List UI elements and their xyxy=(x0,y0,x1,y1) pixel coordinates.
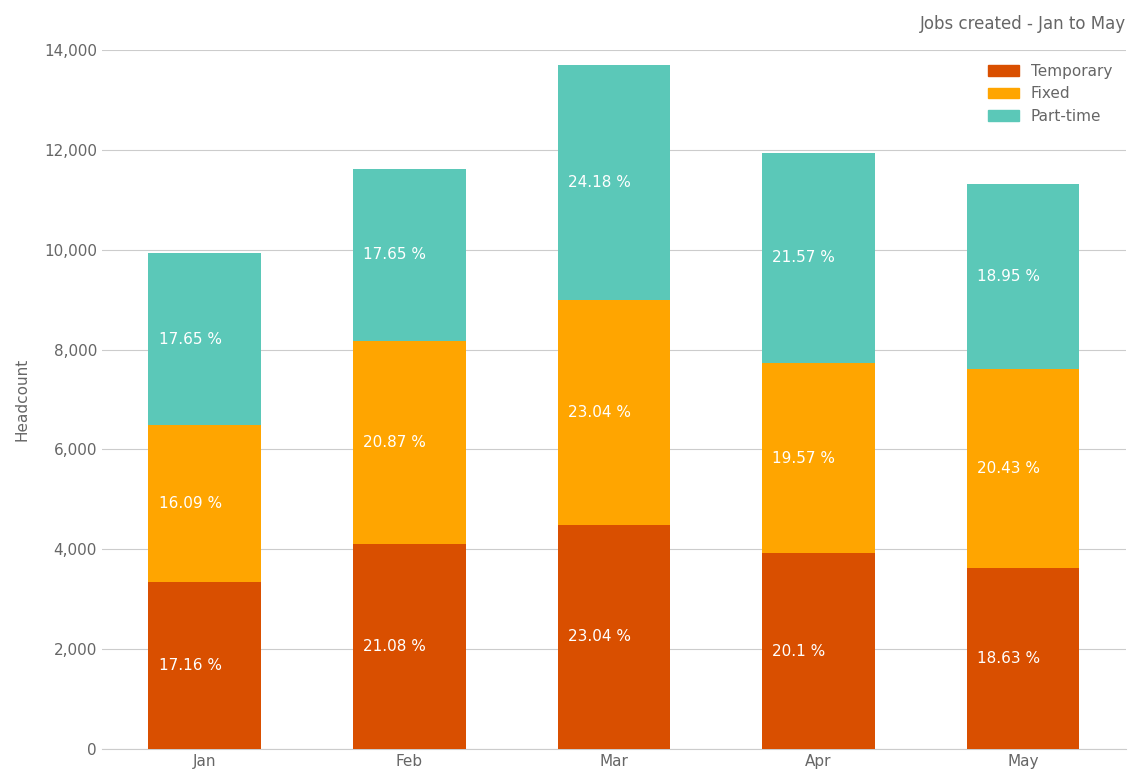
Text: 17.65 %: 17.65 % xyxy=(159,332,221,347)
Bar xyxy=(762,153,875,363)
Bar xyxy=(148,582,261,750)
Text: 23.04 %: 23.04 % xyxy=(568,630,631,644)
Bar xyxy=(148,253,261,425)
Bar xyxy=(353,544,466,750)
Bar xyxy=(966,184,1079,368)
Text: 24.18 %: 24.18 % xyxy=(568,175,631,190)
Legend: Temporary, Fixed, Part-time: Temporary, Fixed, Part-time xyxy=(982,57,1118,130)
Bar xyxy=(353,169,466,340)
Text: 20.87 %: 20.87 % xyxy=(363,434,426,450)
Bar xyxy=(558,300,670,524)
Text: 20.1 %: 20.1 % xyxy=(772,644,826,659)
Bar xyxy=(558,65,670,300)
Text: 18.63 %: 18.63 % xyxy=(977,651,1041,666)
Text: 20.43 %: 20.43 % xyxy=(977,461,1041,476)
Bar xyxy=(558,524,670,750)
Text: Jobs created - Jan to May: Jobs created - Jan to May xyxy=(920,15,1126,33)
Text: 17.65 %: 17.65 % xyxy=(363,247,427,262)
Text: 23.04 %: 23.04 % xyxy=(568,405,631,420)
Text: 21.08 %: 21.08 % xyxy=(363,639,426,654)
Text: 19.57 %: 19.57 % xyxy=(772,451,835,466)
Bar xyxy=(966,568,1079,750)
Bar xyxy=(148,425,261,582)
Bar xyxy=(762,554,875,750)
Bar xyxy=(353,340,466,544)
Text: 18.95 %: 18.95 % xyxy=(977,269,1041,284)
Text: 16.09 %: 16.09 % xyxy=(159,496,221,511)
Text: 17.16 %: 17.16 % xyxy=(159,658,221,673)
Y-axis label: Headcount: Headcount xyxy=(15,358,30,441)
Text: 21.57 %: 21.57 % xyxy=(772,250,835,265)
Bar xyxy=(966,368,1079,568)
Bar xyxy=(762,363,875,554)
